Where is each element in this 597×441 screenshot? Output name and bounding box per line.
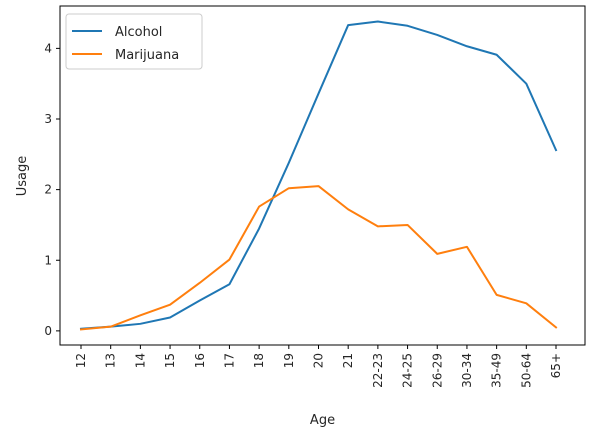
- y-axis-title: Usage: [15, 156, 30, 197]
- y-axis: 0 1 2 3 4: [44, 41, 60, 338]
- x-tick-label: 21: [341, 353, 355, 368]
- y-tick-label: 0: [44, 324, 52, 338]
- x-tick-label: 24-25: [401, 353, 415, 388]
- x-tick-label: 13: [104, 353, 118, 368]
- x-tick-label: 12: [74, 353, 88, 368]
- plot-frame: [59, 5, 586, 346]
- y-tick-label: 3: [44, 112, 52, 126]
- x-tick-label: 19: [282, 353, 296, 368]
- x-tick-label: 22-23: [371, 353, 385, 388]
- x-tick-label: 16: [193, 353, 207, 368]
- series-line-marijuana: [79, 185, 558, 331]
- x-tick-label: 50-64: [519, 353, 533, 388]
- x-axis: 12 13 14 15 16 17 18 19 20 21 22-23 24-25 26-29 30-34…: [74, 345, 563, 388]
- y-tick-label: 2: [44, 183, 52, 197]
- legend: Alcohol Marijuana: [65, 13, 203, 70]
- series-layer: [79, 20, 558, 331]
- x-tick-label: 15: [163, 353, 177, 368]
- y-tick-label: 1: [44, 253, 52, 267]
- x-tick-label: 20: [312, 353, 326, 368]
- legend-box: [65, 13, 203, 70]
- x-tick-label: 65+: [549, 353, 563, 378]
- x-tick-label: 14: [133, 353, 147, 368]
- x-tick-label: 17: [222, 353, 236, 368]
- x-tick-label: 26-29: [430, 353, 444, 388]
- x-tick-label: 30-34: [460, 353, 474, 388]
- legend-label-alcohol: Alcohol: [115, 25, 162, 40]
- x-tick-label: 35-49: [490, 353, 504, 388]
- y-tick-label: 4: [44, 41, 52, 55]
- legend-label-marijuana: Marijuana: [115, 48, 179, 63]
- x-tick-label: 18: [252, 353, 266, 368]
- x-axis-title: Age: [310, 413, 335, 428]
